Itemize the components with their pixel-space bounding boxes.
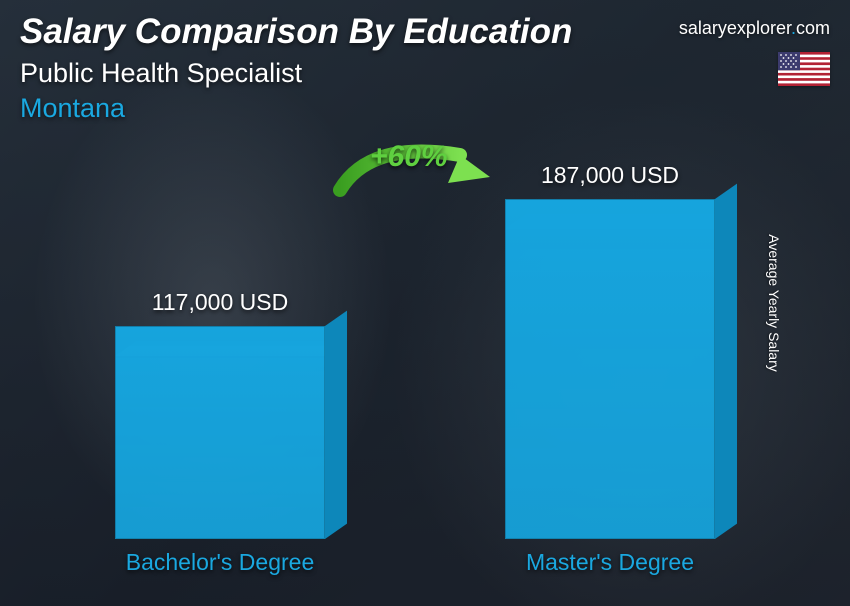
bar-bachelors: [115, 326, 325, 539]
flag-icon: [778, 52, 830, 86]
brand-logo: salaryexplorer.com: [679, 18, 830, 39]
bar-group-masters: 187,000 USD Master's Degree: [470, 162, 750, 576]
brand-name: salaryexplorer: [679, 18, 791, 38]
bar-value-label: 117,000 USD: [152, 289, 288, 316]
bar-group-bachelors: 117,000 USD Bachelor's Degree: [80, 289, 360, 576]
y-axis-label: Average Yearly Salary: [765, 234, 781, 372]
chart-subtitle: Public Health Specialist: [20, 58, 830, 89]
chart-location: Montana: [20, 93, 830, 124]
bar-side-face: [715, 184, 737, 539]
brand-tld: com: [796, 18, 830, 38]
bar-category-label: Master's Degree: [526, 549, 694, 576]
bar-value-label: 187,000 USD: [541, 162, 679, 189]
bar-front-face: [115, 326, 325, 539]
bar-category-label: Bachelor's Degree: [126, 549, 315, 576]
percent-increase-badge: +60%: [370, 140, 448, 174]
bar-front-face: [505, 199, 715, 539]
bar-side-face: [325, 311, 347, 539]
bar-masters: [505, 199, 715, 539]
